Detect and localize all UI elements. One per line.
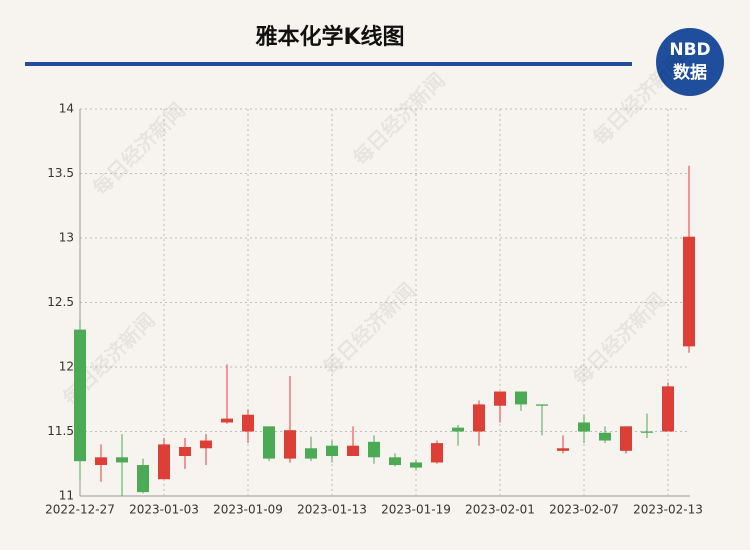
- watermark: 每日经济新闻: [568, 288, 670, 390]
- logo: [656, 28, 724, 96]
- watermark: 每日经济新闻: [88, 98, 190, 200]
- logo-text: 数据: [673, 62, 707, 83]
- candle-body: [431, 443, 443, 463]
- candle-body: [494, 391, 506, 406]
- candle-body: [578, 422, 590, 432]
- x-tick-label: 2023-02-13: [633, 503, 703, 517]
- candle-body: [74, 329, 86, 462]
- candle-body: [95, 457, 107, 466]
- candle-body: [599, 432, 611, 441]
- x-tick-label: 2023-01-19: [381, 503, 451, 517]
- x-tick-label: 2022-12-27: [45, 503, 115, 517]
- candle-body: [263, 426, 275, 459]
- logo-text: NBD: [669, 40, 710, 60]
- x-tick-label: 2023-01-13: [297, 503, 367, 517]
- candle-body: [620, 426, 632, 451]
- candle-body: [473, 404, 485, 432]
- x-tick-label: 2023-01-03: [129, 503, 199, 517]
- chart-title: 雅本化学K线图: [255, 24, 404, 50]
- watermark: 每日经济新闻: [348, 68, 450, 170]
- candle-body: [158, 444, 170, 480]
- y-tick-label: 13.5: [47, 166, 74, 180]
- candle-body: [284, 430, 296, 459]
- x-tick-label: 2023-02-01: [465, 503, 535, 517]
- title-rule: [25, 62, 632, 66]
- candle-body: [368, 441, 380, 458]
- candle-body: [389, 457, 401, 466]
- candle-body: [662, 386, 674, 432]
- candle-body: [221, 418, 233, 423]
- x-tick-label: 2023-02-07: [549, 503, 619, 517]
- candle-body: [242, 414, 254, 432]
- candle-body: [137, 465, 149, 493]
- y-tick-label: 11: [59, 489, 74, 503]
- y-tick-label: 11.5: [47, 424, 74, 438]
- y-tick-label: 13: [59, 231, 74, 245]
- y-tick-label: 12.5: [47, 295, 74, 309]
- candle-body: [116, 457, 128, 463]
- y-tick-label: 14: [59, 102, 74, 116]
- watermark: 每日经济新闻: [318, 278, 420, 380]
- candle-body: [200, 440, 212, 449]
- candle-body: [536, 404, 548, 406]
- candle-body: [179, 446, 191, 457]
- candle-body: [515, 391, 527, 405]
- candle-body: [326, 445, 338, 457]
- y-tick-label: 12: [59, 360, 74, 374]
- x-tick-label: 2023-01-09: [213, 503, 283, 517]
- candle-body: [305, 448, 317, 459]
- candle-body: [410, 462, 422, 468]
- candle-body: [452, 427, 464, 432]
- candle-body: [347, 445, 359, 457]
- candle-body: [641, 431, 653, 433]
- candle-body: [683, 236, 695, 347]
- candle-body: [557, 448, 569, 451]
